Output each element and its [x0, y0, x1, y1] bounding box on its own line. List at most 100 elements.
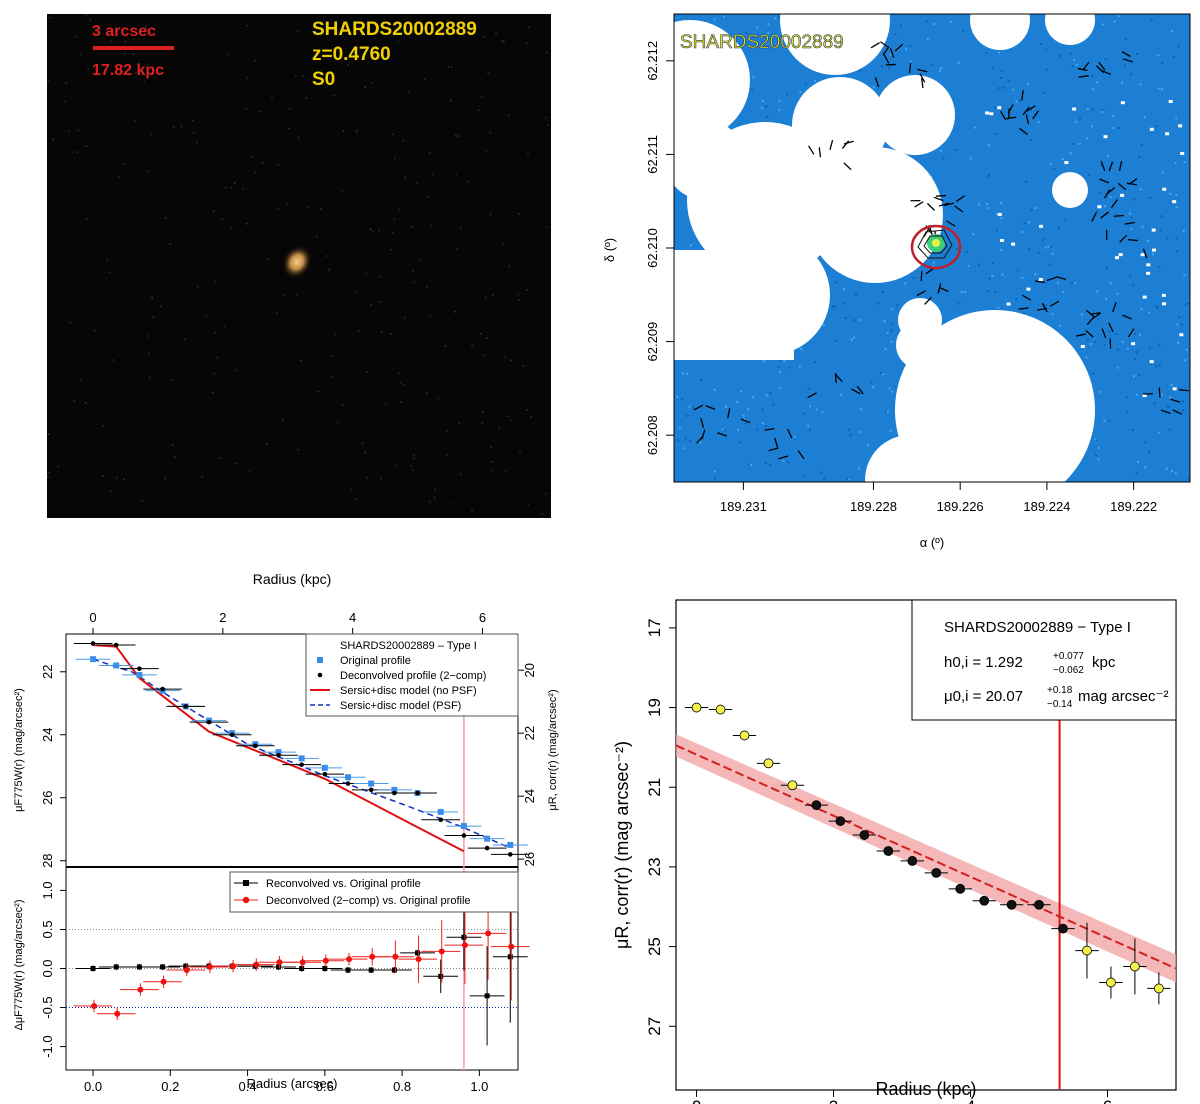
speckle	[882, 372, 885, 375]
speckle	[846, 478, 849, 481]
res-x-tick-label: 0.4	[239, 1079, 257, 1094]
noise-dot	[201, 476, 203, 478]
speckle	[1030, 209, 1033, 212]
noise-dot	[159, 305, 162, 308]
top-legend-box	[305, 633, 519, 717]
speckle	[1156, 306, 1159, 309]
speckle-white	[1142, 295, 1147, 299]
noise-dot	[86, 218, 88, 220]
contour-segment	[1103, 189, 1111, 199]
speckle	[1048, 263, 1051, 266]
speckle	[786, 93, 789, 96]
deconvolved-point	[392, 790, 397, 796]
noise-dot	[481, 410, 484, 413]
speckle	[713, 477, 716, 480]
speckle	[1015, 100, 1018, 103]
speckle	[742, 414, 745, 417]
noise-dot	[503, 41, 505, 44]
speckle	[1133, 198, 1136, 201]
noise-dot	[108, 271, 111, 274]
contour-segment	[1124, 221, 1135, 225]
speckle-white	[997, 212, 1002, 216]
speckle	[1138, 156, 1141, 159]
right-ylabel: μR, corr(r) (mag/arcsec²)	[547, 689, 559, 810]
deconv-res-point	[253, 961, 260, 968]
noise-dot	[491, 469, 493, 472]
contour-segment	[955, 195, 965, 202]
speckle	[986, 202, 989, 205]
contour-segment	[1121, 51, 1131, 58]
speckle-white	[1118, 253, 1123, 257]
target-marker	[910, 224, 962, 270]
noise-dot	[250, 156, 253, 158]
noise-dot	[297, 449, 299, 451]
speckle	[1178, 316, 1181, 319]
speckle	[872, 386, 875, 389]
speckle	[1161, 62, 1164, 65]
central-sb-label: μ0,i = 20.07	[944, 688, 1023, 705]
speckle	[1000, 69, 1003, 72]
contour-segment	[1128, 178, 1138, 186]
noise-dot	[148, 352, 151, 355]
noise-dot	[132, 53, 135, 55]
noise-dot	[164, 477, 167, 480]
speckle	[1109, 282, 1112, 285]
noise-dot	[174, 456, 176, 459]
speckle	[765, 105, 768, 108]
speckle	[872, 86, 875, 89]
noise-dot	[79, 378, 82, 381]
speckle	[1166, 237, 1169, 240]
speckle	[700, 379, 703, 382]
speckle	[1155, 305, 1158, 308]
contour-segment	[834, 373, 837, 384]
noise-dot	[295, 75, 297, 77]
noise-dot	[541, 513, 544, 515]
speckle	[752, 35, 755, 38]
noise-dot	[446, 430, 448, 432]
skymap-y-tick-label: 62.210	[645, 228, 660, 268]
speckle	[1088, 173, 1091, 176]
noise-dot	[446, 19, 449, 22]
speckle	[1016, 269, 1019, 272]
fitted-point	[931, 867, 942, 878]
speckle	[1097, 458, 1100, 461]
speckle	[909, 60, 912, 63]
speckle	[767, 32, 770, 35]
speckle	[1086, 108, 1089, 111]
noise-dot	[547, 124, 549, 126]
noise-dot	[397, 41, 399, 43]
noise-dot	[501, 40, 504, 42]
speckle	[1135, 351, 1138, 354]
speckle	[1177, 341, 1180, 344]
noise-dot	[526, 289, 528, 291]
res-y-tick-label: 1.0	[40, 881, 55, 899]
noise-dot	[271, 97, 273, 99]
speckle	[1140, 308, 1143, 311]
excluded-point	[739, 730, 750, 741]
noise-dot	[285, 202, 288, 205]
contour-segment	[874, 77, 880, 88]
noise-dot	[316, 236, 318, 238]
speckle	[823, 477, 826, 480]
speckle	[692, 406, 695, 409]
noise-dot	[477, 109, 480, 112]
contour-segment	[808, 145, 815, 155]
original-point	[368, 780, 375, 787]
noise-dot	[193, 132, 195, 134]
disc-x-tick-label: 0	[692, 1097, 701, 1104]
contour-segment	[774, 437, 779, 448]
contour-segment	[1025, 114, 1030, 125]
speckle	[1045, 48, 1048, 51]
noise-dot	[380, 478, 383, 480]
noise-dot	[224, 187, 227, 189]
contour-segment	[768, 447, 779, 452]
contour-segment	[937, 283, 942, 294]
speckle	[870, 381, 873, 384]
disc-x-tick-label: 2	[829, 1097, 838, 1104]
noise-dot	[481, 422, 483, 424]
speckle	[1095, 81, 1098, 84]
noise-dot	[226, 53, 229, 56]
speckle	[1075, 63, 1078, 66]
speckle	[1138, 373, 1141, 376]
noise-dot	[460, 227, 462, 229]
